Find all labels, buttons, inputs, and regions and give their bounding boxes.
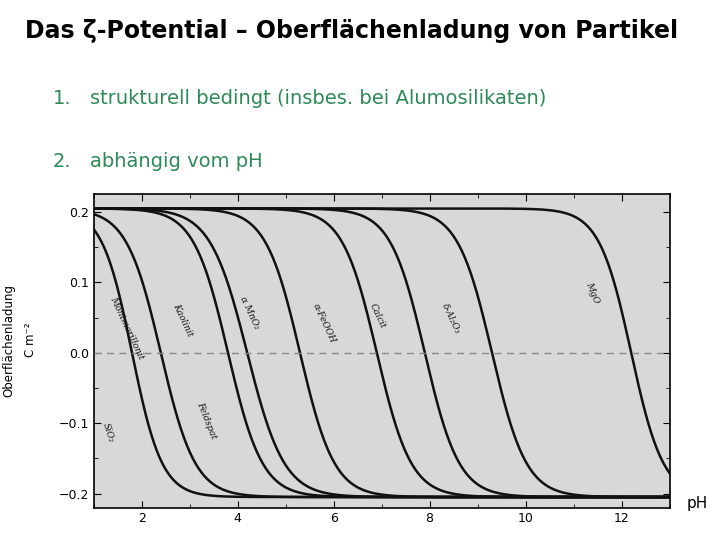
Text: strukturell bedingt (insbes. bei Alumosilikaten): strukturell bedingt (insbes. bei Alumosi…	[91, 89, 546, 108]
Text: α-FeOOH: α-FeOOH	[310, 302, 336, 345]
Text: δ-Al₂O₃: δ-Al₂O₃	[440, 302, 462, 335]
Text: Calcit: Calcit	[368, 302, 387, 329]
Text: Montmorillonit: Montmorillonit	[109, 294, 145, 360]
Text: Feldspat: Feldspat	[195, 400, 218, 440]
Text: Das ζ-Potential – Oberflächenladung von Partikel: Das ζ-Potential – Oberflächenladung von …	[24, 19, 678, 43]
Text: Kaolinit: Kaolinit	[171, 302, 194, 338]
Text: Oberflächenladung: Oberflächenladung	[2, 284, 15, 397]
Text: 2.: 2.	[53, 152, 71, 171]
Text: MgO: MgO	[584, 281, 600, 305]
Text: C m⁻²: C m⁻²	[24, 323, 37, 357]
Text: SiO₂: SiO₂	[102, 422, 116, 443]
Text: abhängig vom pH: abhängig vom pH	[91, 152, 263, 171]
Text: 1.: 1.	[53, 89, 71, 108]
Text: pH: pH	[686, 496, 708, 511]
Text: α MnO₂: α MnO₂	[238, 294, 261, 330]
